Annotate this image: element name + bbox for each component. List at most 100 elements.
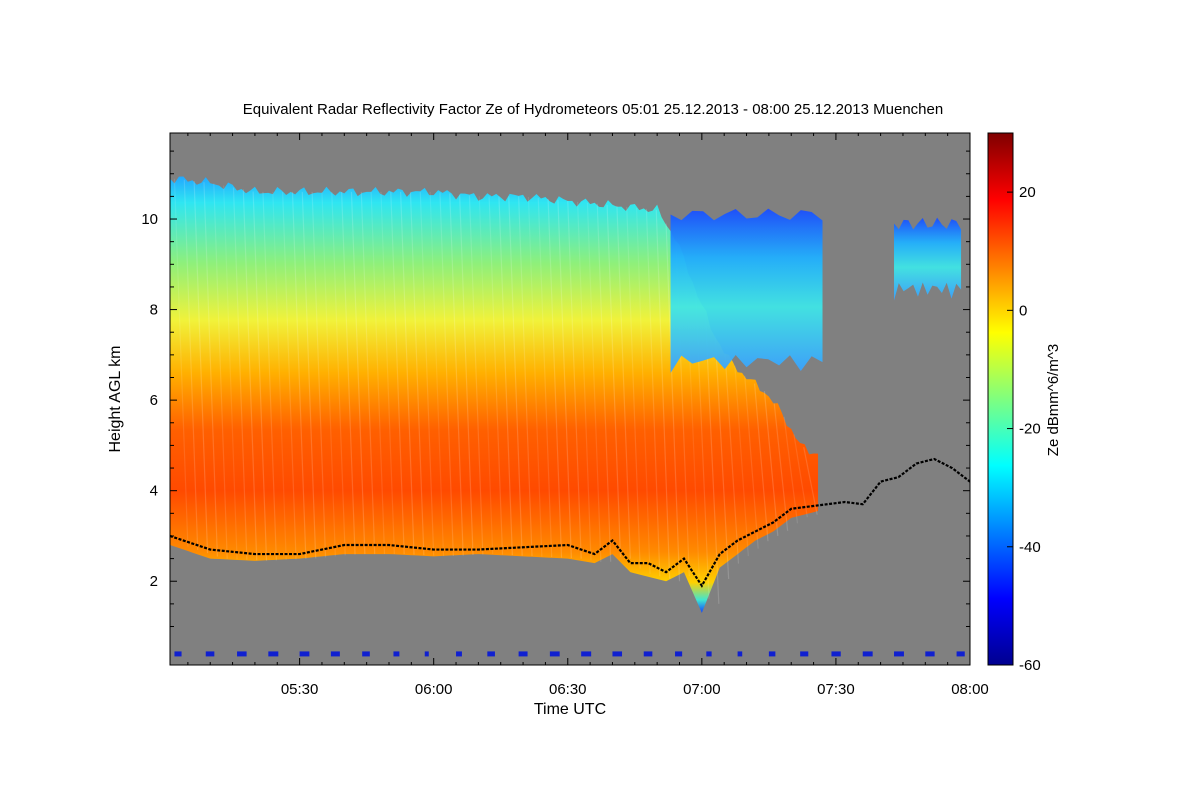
fall-streak	[635, 207, 651, 574]
fall-streak	[616, 205, 631, 559]
ground-clutter	[612, 651, 623, 657]
ground-clutter	[362, 651, 370, 657]
fall-streak	[665, 223, 681, 582]
fall-streak	[498, 196, 513, 556]
fall-streak	[203, 182, 218, 557]
fall-streak	[478, 196, 494, 555]
fall-streak	[459, 194, 474, 556]
fall-streak	[753, 383, 769, 542]
x-tick-label: 05:30	[281, 681, 319, 698]
fall-streak	[449, 193, 464, 556]
y-tick-label: 2	[150, 573, 158, 590]
ground-clutter	[393, 651, 400, 657]
fall-streak	[223, 185, 238, 560]
fall-streak	[508, 196, 523, 556]
fall-streak	[439, 192, 454, 557]
ground-clutter	[237, 651, 247, 657]
fall-streak	[596, 203, 612, 562]
ground-clutter	[675, 651, 683, 657]
fall-streak	[360, 191, 376, 555]
colorbar-tick-label: -60	[1019, 657, 1041, 674]
fall-streak	[586, 202, 602, 562]
colorbar-tick-label: -20	[1019, 421, 1041, 438]
ground-clutter	[800, 651, 809, 657]
fall-streak	[252, 191, 268, 561]
fall-streak	[272, 191, 287, 560]
colorbar-tick-label: 0	[1019, 302, 1027, 319]
colorbar	[987, 132, 1014, 666]
fall-streak	[350, 191, 366, 555]
ground-clutter	[737, 651, 743, 657]
upper-cloud-cell	[894, 217, 962, 301]
fall-streak	[606, 204, 622, 557]
fall-streak	[409, 191, 425, 556]
fall-streak	[419, 191, 435, 556]
y-tick-label: 6	[150, 392, 158, 409]
ground-clutter	[894, 651, 904, 657]
y-tick-label: 10	[141, 211, 158, 228]
ground-clutter	[487, 651, 495, 657]
fall-streak	[527, 196, 543, 557]
upper-cloud-cell	[670, 208, 823, 373]
ground-clutter	[174, 651, 182, 657]
ground-clutter	[549, 651, 560, 657]
fall-streak	[744, 375, 759, 549]
ground-clutter	[862, 651, 873, 657]
fall-streak	[783, 416, 799, 524]
main-echo-region	[170, 176, 819, 613]
y-axis: 2 4 6 8 10	[141, 150, 970, 628]
fall-streak	[734, 365, 749, 557]
ground-clutter	[205, 651, 215, 657]
fall-streak	[547, 198, 563, 558]
fall-streak	[213, 183, 228, 559]
ground-clutter	[831, 651, 841, 657]
y-axis-label: Height AGL km	[107, 345, 124, 452]
fall-streak	[331, 191, 346, 556]
x-axis-label: Time UTC	[534, 701, 606, 718]
overlay-lines	[170, 457, 970, 588]
fall-streak	[400, 191, 415, 555]
fall-streak	[576, 201, 592, 561]
fall-streak	[645, 208, 661, 577]
ground-clutter	[424, 651, 429, 657]
fall-streak	[232, 187, 248, 560]
fall-streak	[724, 353, 740, 564]
ground-clutter	[956, 651, 965, 657]
colorbar-tick-label: 20	[1019, 184, 1036, 201]
fall-streak	[655, 209, 671, 579]
plot-frame	[169, 132, 971, 666]
ground-clutter	[299, 651, 310, 657]
fall-streak	[390, 191, 405, 555]
fall-streak	[242, 189, 258, 561]
y-tick-label: 4	[150, 483, 158, 500]
ground-clutter	[268, 651, 279, 657]
x-tick-label: 07:30	[817, 681, 855, 698]
fall-streak	[537, 197, 553, 558]
fall-streak	[193, 180, 209, 554]
ground-clutter	[768, 651, 776, 657]
colorbar-axis: -60 -40 -20 0 20	[1007, 184, 1041, 674]
fall-streak	[714, 335, 730, 580]
x-tick-label: 07:00	[683, 681, 721, 698]
fall-streak	[793, 434, 808, 518]
reflectivity-field	[170, 176, 965, 657]
fall-streak	[262, 191, 277, 561]
fall-streak	[301, 191, 317, 559]
melting-layer-line	[170, 457, 970, 588]
colorbar-tick-label: -40	[1019, 539, 1041, 556]
ground-clutter	[330, 651, 340, 657]
fall-streak	[803, 447, 818, 515]
ground-clutter	[518, 651, 528, 657]
fall-streak	[704, 314, 720, 604]
fall-streak	[173, 178, 189, 547]
fall-streak	[488, 196, 504, 555]
fall-streak	[557, 199, 572, 559]
fall-streak	[429, 191, 445, 557]
fall-streak	[773, 403, 789, 531]
fall-streak	[282, 191, 297, 560]
ground-clutter	[706, 651, 712, 657]
ground-clutter	[925, 651, 935, 657]
fall-streak	[518, 196, 533, 557]
fall-streak	[311, 191, 327, 558]
fall-streak	[370, 191, 386, 555]
